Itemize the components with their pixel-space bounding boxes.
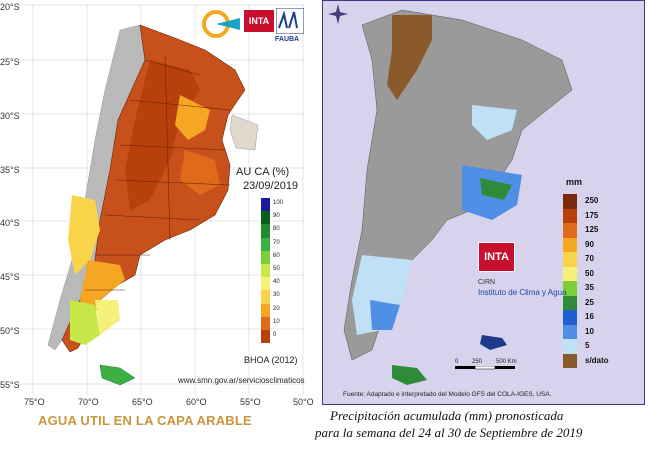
right-scale-swatch	[563, 339, 577, 354]
precip-green-core	[480, 178, 512, 200]
left-scale-tick: 10	[273, 318, 280, 325]
right-scale-swatch	[563, 194, 577, 209]
left-scale-swatch	[261, 316, 270, 330]
right-scale-tick: 125	[585, 225, 599, 234]
lon-label: 60°O	[186, 397, 207, 407]
institute-label: Instituto de Clima y Agua	[478, 288, 567, 297]
lon-label: 55°O	[240, 397, 261, 407]
precip-patagonia	[352, 255, 412, 335]
tierra-del-fuego	[99, 364, 136, 386]
right-scale-swatch	[563, 237, 577, 252]
moist-east-band-2	[180, 150, 220, 195]
uruguay	[229, 114, 259, 151]
ora-logo-icon	[202, 10, 240, 38]
right-precipitation-map	[322, 0, 645, 405]
left-scale-swatch	[261, 264, 270, 278]
left-scale-swatch	[261, 237, 270, 251]
lon-label: 65°O	[132, 397, 153, 407]
legend-title: AU CA (%)	[236, 166, 290, 178]
left-scale-swatch	[261, 303, 270, 317]
lon-label: 50°O	[293, 397, 314, 407]
left-scale-tick: 70	[273, 239, 280, 246]
right-scale-tick: 50	[585, 268, 594, 278]
right-scale-tick: 16	[585, 312, 594, 321]
scale-bar-label: 0	[455, 359, 459, 365]
patagonia-band-yellow-2	[95, 300, 120, 335]
moist-east-band	[175, 95, 210, 140]
left-scale-tick: 100	[273, 200, 284, 206]
precip-patagonia-2	[370, 300, 400, 330]
lat-label: 35°S	[0, 165, 20, 175]
right-scale-swatch	[563, 295, 577, 310]
precip-light-blue	[472, 105, 517, 140]
right-scale-tick: 10	[585, 326, 594, 336]
left-soil-water-map	[0, 0, 318, 405]
patagonia-band-yellow	[68, 195, 100, 275]
right-scale-tick: 175	[585, 210, 599, 220]
right-scale-swatch	[563, 281, 577, 296]
scale-bar-label: 250	[472, 359, 483, 365]
lat-label: 55°S	[0, 380, 20, 390]
right-scale-tick: 35	[585, 283, 594, 292]
right-scale-tick: s/dato	[585, 355, 609, 365]
legend-date: 23/09/2019	[243, 180, 299, 192]
left-scale-swatch	[261, 198, 270, 212]
right-scale-swatch	[563, 353, 577, 368]
left-scale-swatch	[261, 290, 270, 304]
cirn-label: CIRN	[478, 279, 496, 286]
credit-text: www.smn.gov.ar/serviciosclimaticos	[178, 376, 305, 385]
right-scale-tick: 250	[585, 196, 599, 205]
fauba-logo-icon	[276, 8, 304, 34]
lat-label: 50°S	[0, 326, 20, 336]
left-scale-tick: 80	[273, 226, 280, 233]
legend-source: BHOA (2012)	[244, 355, 298, 365]
left-scale-tick: 50	[273, 266, 280, 272]
patagonia-band-green	[70, 300, 100, 345]
left-scale-tick: 30	[273, 292, 280, 299]
inta-logo: INTA	[244, 10, 274, 32]
unit-label: mm	[566, 177, 583, 187]
lat-label: 40°S	[0, 218, 20, 228]
right-scale-swatch	[563, 324, 577, 339]
right-scale-tick: 90	[585, 239, 594, 249]
left-scale-tick: 0	[273, 332, 277, 338]
right-scale-tick: 25	[585, 297, 594, 307]
compass-rose-icon	[328, 4, 348, 24]
lat-label: 30°S	[0, 111, 20, 121]
left-scale-tick: 90	[273, 213, 280, 220]
no-data-region-north	[387, 15, 432, 100]
right-scale-tick: 70	[585, 254, 594, 263]
right-caption-line1: Precipitación acumulada (mm) pronosticad…	[330, 408, 564, 423]
left-caption: AGUA UTIL EN LA CAPA ARABLE	[38, 413, 252, 428]
scale-bar	[455, 366, 515, 370]
lat-label: 25°S	[0, 57, 20, 67]
lon-label: 75°O	[24, 397, 45, 407]
province-boundaries	[85, 54, 231, 291]
lon-label: 70°O	[78, 397, 99, 407]
right-scale-swatch	[563, 252, 577, 267]
lat-label: 20°S	[0, 2, 20, 12]
left-scale-tick: 20	[273, 305, 280, 312]
left-scale-swatch	[261, 224, 270, 238]
left-scale-swatch	[261, 211, 270, 225]
left-scale-tick: 60	[273, 252, 280, 259]
right-scale-swatch	[563, 208, 577, 223]
fauba-logo-label: FAUBA	[275, 36, 300, 43]
tierra-del-fuego-right	[392, 365, 427, 385]
inta-logo-right: INTA	[478, 242, 515, 272]
islas-malvinas	[480, 335, 507, 350]
right-scale-swatch	[563, 266, 577, 281]
left-scale-tick: 40	[273, 279, 280, 286]
source-text: Fuente: Adaptado e interpretado del Mode…	[343, 391, 552, 398]
lat-label: 45°S	[0, 272, 20, 282]
left-scale-swatch	[261, 330, 270, 344]
left-scale-swatch	[261, 250, 270, 264]
left-scale-swatch	[261, 277, 270, 291]
right-scale-tick: 5	[585, 341, 590, 350]
right-scale-swatch	[563, 310, 577, 325]
scale-bar-label: 500 Km	[496, 359, 517, 365]
right-caption-line2: para la semana del 24 al 30 de Septiembr…	[315, 425, 583, 440]
right-scale-swatch	[563, 223, 577, 238]
